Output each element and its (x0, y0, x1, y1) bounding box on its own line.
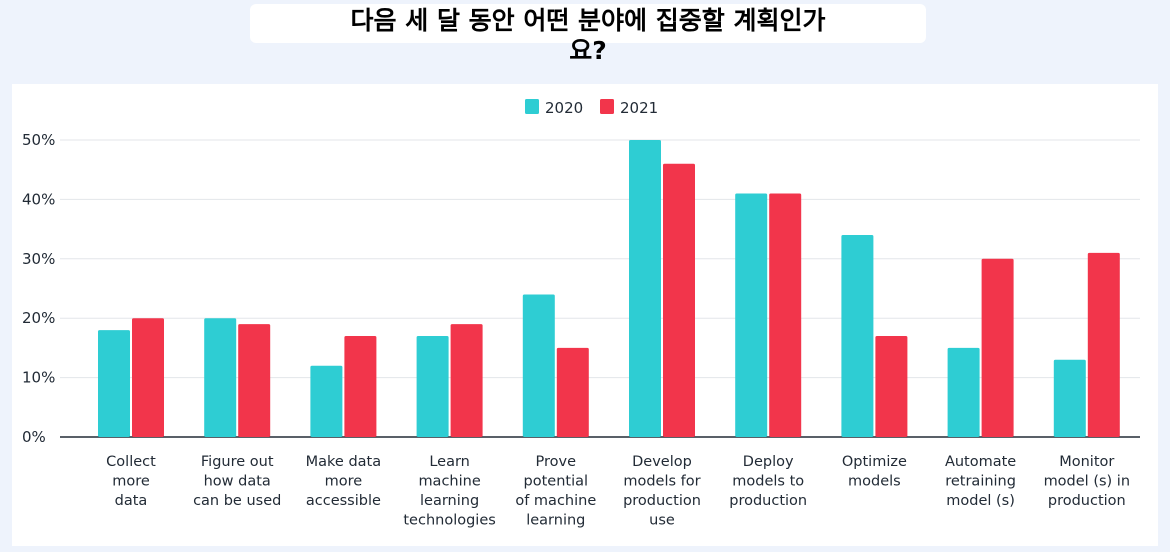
y-tick-label: 10% (22, 369, 55, 387)
bar-2020 (629, 140, 661, 437)
bar-2021 (344, 336, 377, 437)
bar-2021 (875, 336, 908, 437)
legend-swatch-2021 (600, 99, 614, 114)
y-tick-label: 50% (22, 131, 55, 149)
x-category-label-line: models to (732, 474, 804, 490)
bar-2020 (204, 318, 237, 437)
x-category-label-line: use (649, 513, 675, 529)
x-category-label-line: more (325, 474, 363, 490)
x-category-label-line: more (112, 474, 150, 490)
x-category-label-line: models for (623, 474, 700, 490)
x-category-label-line: Develop (632, 454, 692, 470)
bar-2021 (132, 318, 164, 437)
x-axis: Collect more data Figure out how data can be … (106, 454, 1130, 529)
x-category-label: Figure out how data can be used (193, 454, 281, 509)
x-category-label: Develop models for production use (623, 454, 701, 529)
bar-2020 (735, 193, 768, 437)
bar-2020 (841, 235, 874, 437)
x-category-label-line: Collect (106, 454, 156, 470)
x-category-label-line: machine (418, 474, 480, 490)
x-category-label: Automate retraining model (s) (945, 454, 1016, 509)
legend: 2020 2021 (525, 99, 658, 117)
x-category-label-line: Make data (306, 454, 381, 470)
x-category-label-line: Monitor (1059, 454, 1114, 470)
x-category-label-line: Automate (945, 454, 1016, 470)
x-category-label-line: data (115, 493, 148, 509)
x-category-label-line: potential (524, 474, 589, 490)
y-tick-label: 0% (22, 428, 46, 446)
bar-2020 (947, 347, 980, 437)
x-category-label-line: can be used (193, 493, 281, 509)
chart-panel (12, 84, 1158, 546)
bar-2021 (981, 258, 1014, 437)
legend-swatch-2020 (525, 99, 539, 114)
legend-label-2020: 2020 (545, 99, 583, 117)
x-category-label-line: models (848, 474, 901, 490)
x-category-label: Prove potential of machine learning (515, 454, 596, 529)
x-category-label-line: Figure out (201, 454, 274, 470)
bar-2021 (663, 163, 695, 437)
bar-2020 (98, 330, 130, 437)
chart-title: 다음 세 달 동안 어떤 분야에 집중할 계획인가 요? (350, 6, 826, 65)
y-tick-label: 20% (22, 309, 55, 327)
x-category-label-line: retraining (945, 474, 1016, 490)
y-tick-label: 40% (22, 190, 55, 208)
legend-label-2021: 2021 (620, 99, 658, 117)
y-tick-label: 30% (22, 250, 55, 268)
bar-2021 (238, 324, 271, 437)
x-category-label: Deploy models to production (729, 454, 807, 509)
bar-2021 (556, 347, 589, 437)
bar-2020 (310, 365, 343, 437)
x-category-label-line: how data (204, 474, 271, 490)
x-category-label: Collect more data (106, 454, 156, 509)
x-category-label-line: production (729, 493, 807, 509)
bar-2021 (769, 193, 802, 437)
x-category-label-line: learning (526, 513, 585, 529)
x-category-label-line: Learn (429, 454, 470, 470)
x-category-label-line: of machine (515, 493, 596, 509)
bar-2020 (416, 336, 449, 437)
x-category-label-line: Optimize (842, 454, 907, 470)
x-category-label: Learn machine learning technologies (403, 454, 495, 529)
x-category-label: Optimize models (842, 454, 907, 490)
bar-2020 (1053, 359, 1086, 437)
title-box (250, 4, 926, 43)
x-category-label-line: technologies (403, 513, 495, 529)
bar-2021 (450, 324, 483, 437)
x-category-label-line: model (s) in (1044, 474, 1130, 490)
bar-2020 (522, 294, 555, 437)
bar-2021 (1087, 252, 1120, 437)
x-category-label-line: learning (420, 493, 479, 509)
x-category-label-line: Deploy (743, 454, 794, 470)
x-category-label-line: Prove (536, 454, 577, 470)
y-axis: 0% 10% 20% 30% 40% 50% (22, 131, 55, 446)
x-category-label: Make data more accessible (306, 454, 381, 509)
bars (98, 140, 1120, 437)
x-category-label-line: production (1048, 493, 1126, 509)
x-category-label-line: model (s) (946, 493, 1015, 509)
x-category-label-line: accessible (306, 493, 381, 509)
x-category-label: Monitor model (s) in production (1044, 454, 1130, 509)
x-category-label-line: production (623, 493, 701, 509)
